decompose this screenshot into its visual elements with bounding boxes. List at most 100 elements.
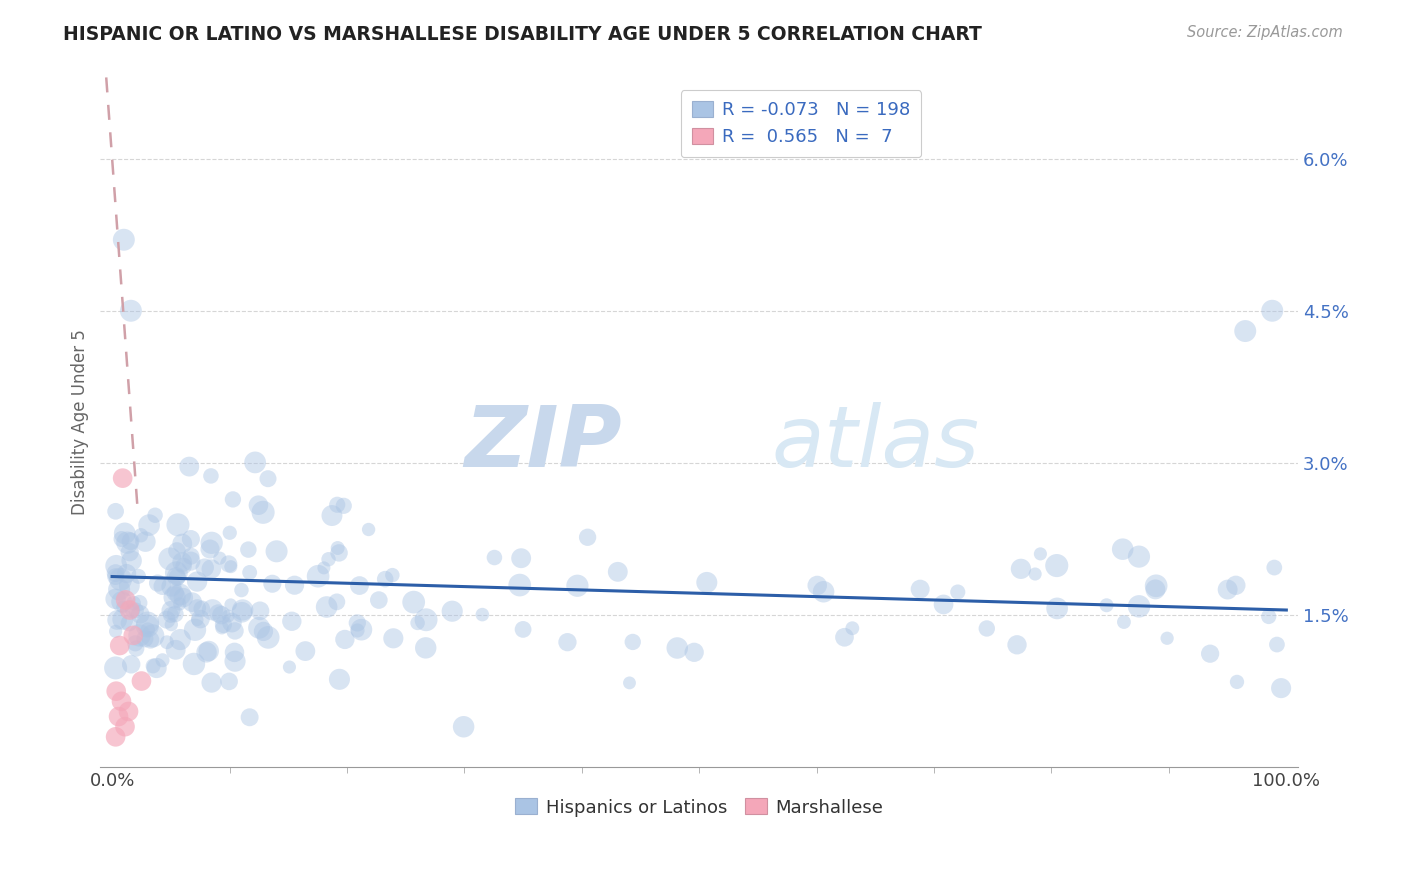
Point (1046, 558, 1069, 573)
Point (120, 303, 142, 318)
Point (138, 518, 160, 533)
Point (184, 623, 207, 637)
Point (121, 554, 143, 568)
Point (232, 603, 254, 617)
Point (139, 632, 162, 647)
Point (111, 595, 134, 609)
Point (257, 631, 280, 645)
Point (120, 657, 142, 672)
Point (567, 579, 589, 593)
Point (219, 559, 242, 574)
Point (318, 552, 340, 566)
Point (104, 730, 127, 744)
Point (218, 525, 240, 540)
Point (160, 580, 183, 594)
Point (105, 558, 128, 573)
Point (194, 560, 217, 574)
Point (349, 578, 371, 592)
Point (117, 535, 139, 549)
Point (333, 499, 356, 513)
Point (1128, 549, 1150, 564)
Point (159, 552, 181, 566)
Point (197, 644, 219, 658)
Point (186, 601, 208, 615)
Point (346, 615, 368, 630)
Point (145, 661, 167, 675)
Point (415, 613, 437, 627)
Point (207, 607, 229, 621)
Point (683, 645, 706, 659)
Point (195, 645, 218, 659)
Point (315, 599, 337, 614)
Point (156, 635, 179, 649)
Point (172, 555, 194, 569)
Point (326, 541, 349, 555)
Point (243, 455, 266, 469)
Legend: Hispanics or Latinos, Marshallese: Hispanics or Latinos, Marshallese (508, 791, 891, 824)
Point (1261, 303, 1284, 318)
Point (180, 554, 202, 568)
Point (1112, 542, 1135, 557)
Point (165, 607, 187, 621)
Point (112, 233, 135, 247)
Point (104, 504, 127, 518)
Point (218, 674, 240, 689)
Point (374, 572, 396, 586)
Point (441, 604, 464, 618)
Point (118, 545, 141, 559)
Point (155, 613, 177, 627)
Point (111, 471, 134, 485)
Point (1225, 578, 1247, 592)
Point (172, 591, 194, 605)
Point (142, 659, 165, 673)
Point (834, 630, 856, 644)
Point (606, 565, 628, 579)
Point (114, 526, 136, 541)
Point (172, 536, 194, 550)
Point (125, 641, 148, 656)
Point (415, 640, 437, 655)
Point (181, 595, 204, 609)
Point (1010, 562, 1032, 576)
Point (115, 566, 138, 581)
Point (128, 569, 150, 583)
Point (381, 568, 404, 582)
Point (402, 595, 425, 609)
Point (160, 617, 183, 632)
Point (266, 544, 288, 558)
Point (111, 599, 134, 614)
Point (224, 645, 246, 659)
Point (1095, 599, 1118, 613)
Point (128, 628, 150, 642)
Point (367, 593, 389, 607)
Point (108, 639, 131, 653)
Point (186, 574, 208, 589)
Point (121, 604, 143, 618)
Point (212, 617, 235, 632)
Point (160, 603, 183, 617)
Point (111, 612, 134, 626)
Point (179, 459, 201, 474)
Point (1128, 599, 1150, 614)
Point (908, 582, 931, 596)
Point (666, 640, 689, 655)
Point (1046, 601, 1069, 615)
Point (209, 608, 232, 623)
Point (191, 602, 214, 616)
Point (200, 469, 222, 483)
Point (143, 508, 166, 523)
Point (231, 605, 253, 619)
Point (120, 534, 142, 549)
Point (136, 623, 159, 637)
Point (976, 622, 998, 636)
Point (129, 528, 152, 542)
Point (357, 523, 380, 537)
Point (1270, 681, 1292, 695)
Point (1144, 579, 1167, 593)
Point (200, 562, 222, 576)
Point (166, 570, 188, 584)
Point (114, 593, 136, 607)
Point (173, 558, 195, 573)
Point (169, 588, 191, 602)
Point (1029, 547, 1052, 561)
